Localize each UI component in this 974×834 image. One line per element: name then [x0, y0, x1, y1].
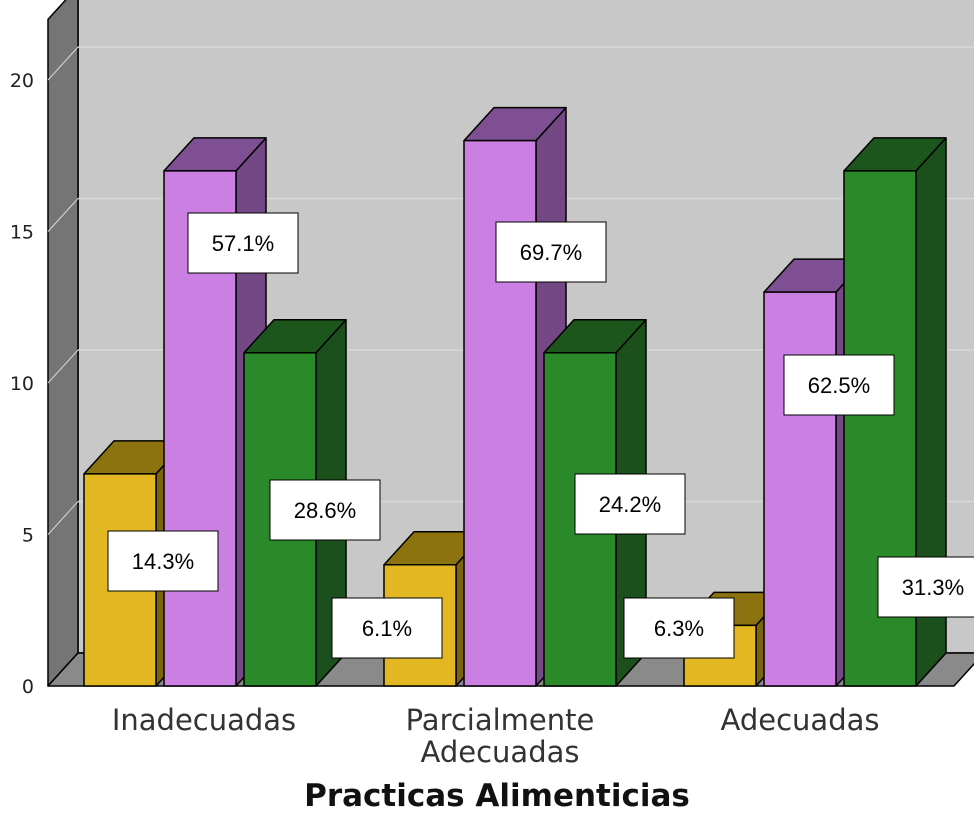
data-label-box	[331, 597, 443, 659]
y-tick-label: 15	[10, 222, 34, 244]
data-label-box	[877, 556, 974, 618]
data-label-box	[107, 530, 219, 592]
data-label-text: 6.3%	[654, 616, 704, 641]
gridline-side-5	[47, 501, 79, 535]
data-label-text: 24.2%	[599, 492, 661, 517]
data-label-text: 31.3%	[902, 575, 964, 600]
y-tick-label: 10	[10, 373, 34, 395]
x-category-label: Inadecuadas	[112, 703, 296, 737]
x-category-label: Adecuadas	[721, 703, 880, 737]
data-label-text: 62.5%	[808, 373, 870, 398]
data-label-text: 14.3%	[132, 549, 194, 574]
bar-front	[763, 291, 837, 687]
x-category-label: Adecuadas	[421, 735, 580, 769]
data-label-box	[574, 473, 686, 535]
y-tick-label: 20	[10, 70, 34, 92]
data-label: 6.3%	[623, 597, 735, 659]
data-label: 24.2%	[574, 473, 686, 535]
gridline-side-20	[47, 46, 79, 81]
data-label: 28.6%	[269, 479, 381, 541]
data-label-text: 28.6%	[294, 498, 356, 523]
x-category-label: Parcialmente	[406, 703, 595, 737]
data-label: 62.5%	[783, 354, 895, 416]
data-label-box	[269, 479, 381, 541]
y-tick-label: 5	[22, 525, 34, 547]
data-label-text: 69.7%	[520, 240, 582, 265]
y-tick-label: 0	[22, 676, 34, 698]
data-labels: 14.3% 57.1% 28.6% 6.1% 69.7% 24.2% 6.3% 62.5% 31…	[107, 212, 974, 659]
data-label-text: 57.1%	[212, 231, 274, 256]
data-label-box	[495, 221, 607, 283]
data-label-box	[623, 597, 735, 659]
data-label-box	[187, 212, 299, 274]
x-axis-title: Practicas Alimenticias	[304, 778, 690, 814]
data-label: 57.1%	[187, 212, 299, 274]
plot-side-wall	[47, 0, 79, 687]
data-label: 69.7%	[495, 221, 607, 283]
gridline-side-10	[47, 349, 79, 384]
data-label-text: 6.1%	[362, 616, 412, 641]
gridline-side-15	[47, 198, 79, 232]
data-label: 31.3%	[877, 556, 974, 618]
data-label-box	[783, 354, 895, 416]
data-label: 14.3%	[107, 530, 219, 592]
data-label: 6.1%	[331, 597, 443, 659]
